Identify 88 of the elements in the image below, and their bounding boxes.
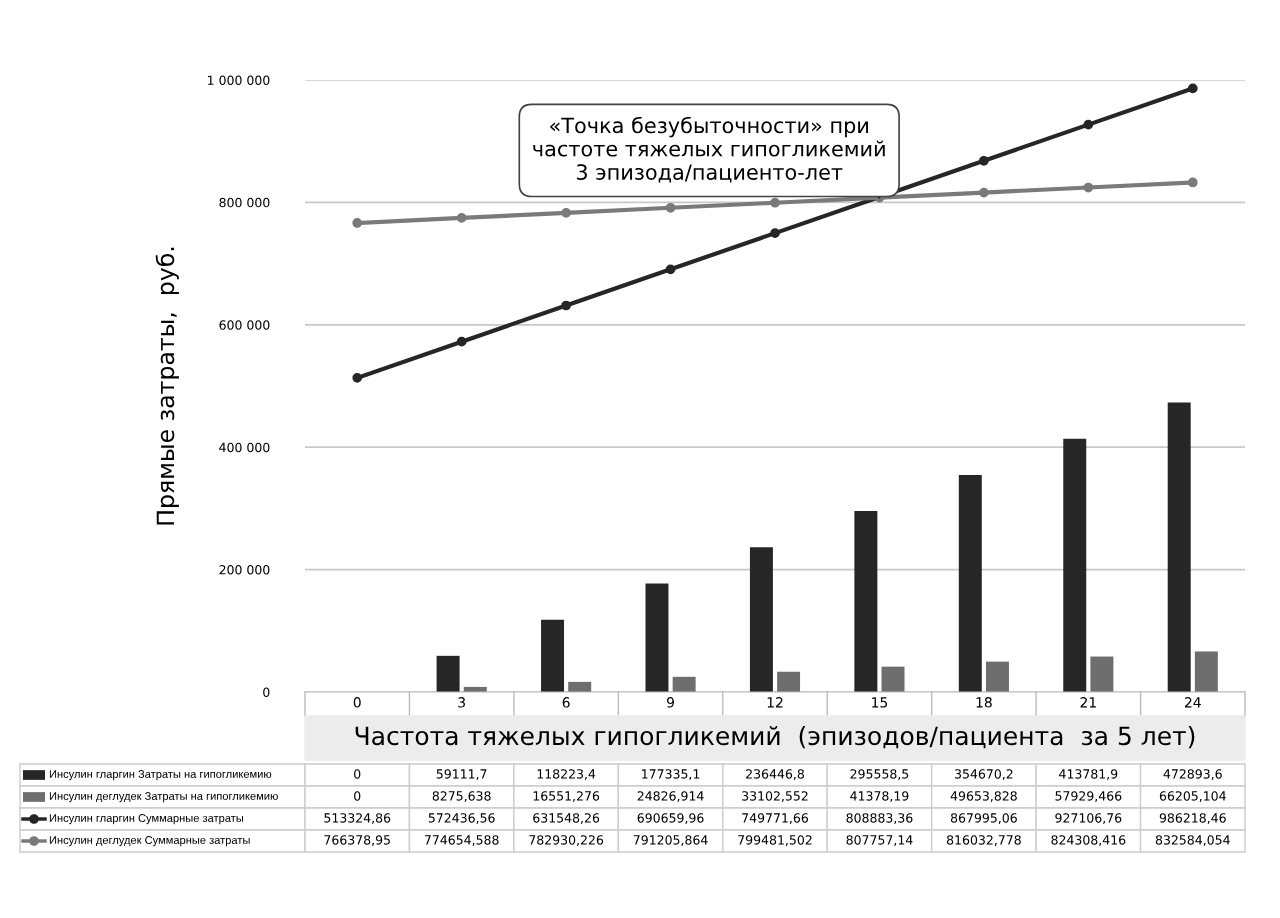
x-axis-title: Частота тяжелых гипогликемий (эпизодов/пациента за 5 лет) — [355, 725, 1195, 749]
data-label: 66205,104 — [1159, 791, 1226, 802]
data-label: 118223,4 — [537, 769, 596, 780]
data-label: 49653,828 — [950, 791, 1017, 802]
bar — [777, 671, 801, 692]
point — [352, 372, 363, 383]
data-label: 816032,778 — [946, 835, 1021, 846]
data-label: 986218,46 — [1159, 813, 1226, 824]
point — [665, 202, 676, 213]
data-label: 808883,36 — [846, 813, 913, 824]
point — [561, 300, 571, 311]
x-tick-label: 24 — [1184, 697, 1201, 708]
point — [456, 336, 467, 347]
point — [456, 213, 467, 223]
y-tick-label: 200 000 — [219, 565, 270, 575]
bar — [672, 676, 696, 692]
point — [1083, 119, 1094, 130]
data-label: 57929,466 — [1055, 791, 1122, 802]
data-label: 824308,416 — [1051, 835, 1126, 846]
data-label: 41378,19 — [850, 791, 909, 802]
data-label: 690659,96 — [637, 813, 704, 824]
point — [352, 218, 363, 228]
point — [561, 207, 571, 218]
x-tick-label: 12 — [767, 697, 783, 708]
data-label: 631548,26 — [533, 813, 600, 824]
data-label: 782930,226 — [529, 835, 604, 846]
point — [979, 155, 989, 166]
data-label: 832584,054 — [1155, 835, 1230, 846]
point — [770, 228, 780, 239]
annotation: «Точка безубыточности» при частоте тяжелых гипогликемий 3 эпизода/пациенто-лет — [533, 116, 885, 183]
y-axis-title: Прямые затраты, руб. — [155, 247, 179, 525]
data-label: 799481,502 — [738, 835, 812, 846]
legend-label: Инсулин гларгин Суммарные затраты — [49, 814, 244, 825]
bar — [436, 655, 460, 692]
x-tick-label: 3 — [458, 697, 465, 708]
data-label: 24826,914 — [637, 791, 704, 802]
data-label: 749771,66 — [742, 813, 809, 824]
x-tick-label: 9 — [667, 697, 674, 708]
data-label: 766378,95 — [324, 835, 390, 846]
x-tick-label: 6 — [562, 697, 570, 708]
bar — [1090, 656, 1114, 692]
data-label: 16551,276 — [533, 791, 600, 802]
data-label: 807757,14 — [846, 835, 913, 846]
bar — [541, 619, 565, 692]
point — [665, 264, 676, 275]
point — [979, 187, 989, 198]
point — [1187, 83, 1198, 94]
data-label: 867995,06 — [950, 813, 1017, 824]
y-tick-label: 1 000 000 — [208, 75, 270, 85]
data-label: 513324,86 — [324, 813, 391, 824]
data-label: 0 — [354, 769, 361, 779]
y-tick-label: 0 — [263, 687, 270, 697]
data-label: 177335,1 — [642, 769, 700, 780]
data-label: 33102,552 — [742, 791, 808, 802]
x-tick-label: 15 — [872, 697, 888, 708]
x-tick-label: 21 — [1080, 697, 1096, 708]
legend-label: Инсулин гларгин Затраты на гипогликемию — [49, 770, 272, 781]
bar — [1194, 651, 1218, 692]
point — [1083, 182, 1094, 193]
data-label: 354670,2 — [955, 769, 1013, 780]
bar — [1063, 438, 1087, 692]
x-tick-label: 0 — [353, 697, 361, 708]
data-label: 472893,6 — [1163, 769, 1222, 780]
x-tick-label: 18 — [976, 697, 992, 708]
data-label: 8275,638 — [432, 791, 491, 802]
bar — [985, 661, 1009, 692]
data-label: 927106,76 — [1055, 813, 1122, 824]
bar — [1167, 402, 1191, 692]
bar — [645, 583, 669, 692]
y-tick-label: 600 000 — [219, 320, 270, 330]
bar — [854, 511, 878, 692]
data-label: 0 — [354, 791, 361, 801]
bar — [749, 547, 773, 692]
data-label: 774654,588 — [424, 835, 499, 846]
y-tick-label: 400 000 — [219, 442, 270, 453]
bar — [881, 666, 905, 692]
data-label: 413781,9 — [1059, 769, 1118, 780]
point — [1187, 177, 1198, 188]
data-label: 59111,7 — [436, 769, 487, 780]
legend-label: Инсулин деглудек Суммарные затраты — [49, 836, 250, 847]
data-label: 572436,56 — [428, 813, 495, 824]
legend-label: Инсулин деглудек Затраты на гипогликемию — [49, 792, 278, 803]
y-tick-label: 800 000 — [219, 197, 270, 208]
bar — [958, 474, 982, 692]
data-label: 236446,8 — [746, 769, 804, 780]
point — [770, 197, 780, 208]
data-label: 295558,5 — [850, 769, 909, 780]
data-label: 791205,864 — [633, 835, 708, 846]
